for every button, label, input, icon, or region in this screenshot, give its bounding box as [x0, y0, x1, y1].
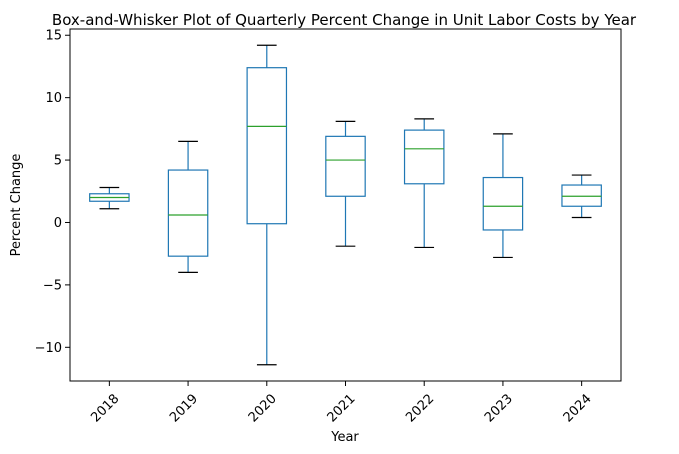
- x-tick-label: 2022: [403, 391, 437, 425]
- y-tick-label: 10: [45, 91, 62, 106]
- x-axis: 2018 2019 2020 2021 2022 2023 2024: [88, 381, 595, 425]
- box-rect: [246, 67, 288, 225]
- box-rect: [403, 129, 445, 185]
- y-tick-label: −5: [43, 278, 62, 293]
- box-rect: [482, 176, 524, 231]
- x-tick-label: 2021: [325, 391, 359, 425]
- chart-title: Box-and-Whisker Plot of Quarterly Percen…: [52, 11, 637, 29]
- x-tick-label: 2019: [167, 391, 201, 425]
- x-tick-label: 2024: [561, 391, 595, 425]
- x-tick-label: 2020: [246, 391, 280, 425]
- box-rect: [561, 184, 602, 207]
- box-2018: [89, 186, 130, 210]
- boxes: [89, 44, 602, 366]
- y-tick-label: −10: [35, 341, 62, 356]
- y-tick-label: 0: [54, 216, 62, 231]
- box-2019: [167, 140, 209, 274]
- x-tick-label: 2023: [482, 391, 516, 425]
- box-2024: [561, 174, 602, 219]
- x-tick-label: 2018: [88, 391, 122, 425]
- box-2022: [403, 118, 445, 249]
- x-axis-label: Year: [330, 430, 359, 445]
- box-2021: [325, 120, 366, 247]
- y-tick-label: 15: [45, 29, 62, 44]
- y-tick-label: 5: [54, 154, 62, 169]
- y-axis: −10 −5 0 5 10 15: [35, 29, 70, 356]
- box-2023: [482, 133, 524, 259]
- y-axis-label: Percent Change: [9, 154, 24, 257]
- box-rect: [167, 169, 209, 257]
- box-rect: [325, 135, 366, 197]
- box-2020: [246, 44, 288, 366]
